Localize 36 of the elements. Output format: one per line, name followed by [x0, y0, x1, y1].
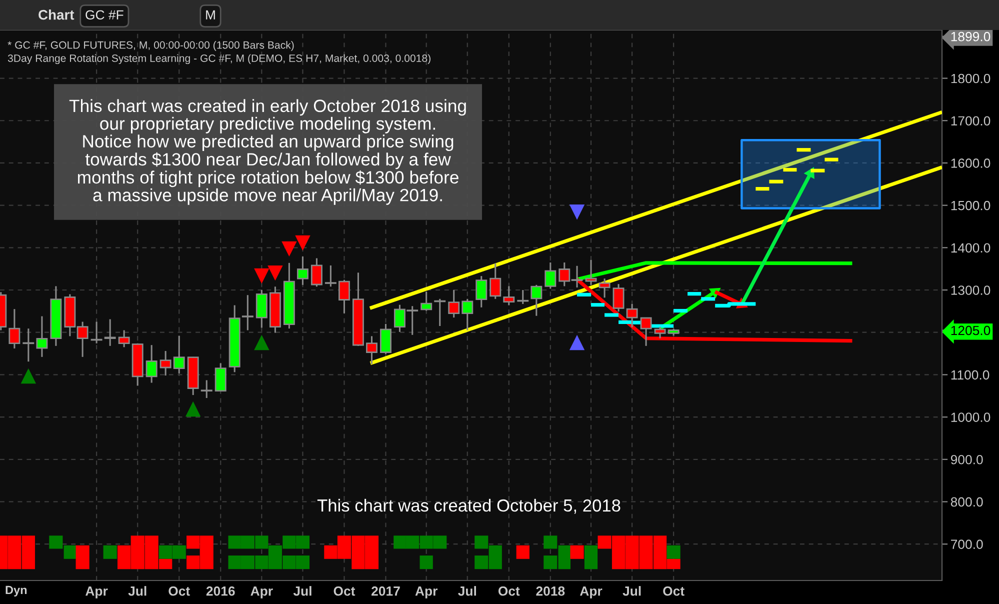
annotation: This chart was created October 5, 2018: [317, 498, 620, 514]
x-tick-label: Apr: [86, 586, 108, 598]
x-tick-label: 2017: [372, 586, 400, 596]
text: M: [206, 10, 215, 20]
x-tick-label: Oct: [334, 586, 356, 596]
text: GC #F: [86, 10, 124, 20]
x-tick-label: 2016: [206, 586, 235, 596]
y-tick-label: 1700.0: [951, 116, 990, 126]
text: Chart: [38, 10, 74, 20]
x-tick-label: Oct: [498, 586, 520, 596]
x-tick-label: Jul: [128, 586, 146, 596]
y-tick-label: 1100.0: [951, 370, 990, 380]
y-tick-label: 900.0: [950, 454, 983, 464]
y-tick-label: 1500.0: [951, 200, 990, 210]
text: 3Day Range Rotation System Learning - GC #F, M (DEMO, ES H7, Market, 0.003, 0.0018): [8, 54, 430, 64]
y-tick-label: 1205.0: [951, 326, 990, 336]
x-tick-label: Jul: [293, 586, 312, 596]
x-tick-label: Oct: [663, 586, 684, 596]
x-tick-label: Apr: [580, 586, 602, 598]
y-tick-label: 1899.0: [951, 32, 990, 42]
y-tick-label: 800.0: [950, 497, 983, 507]
annotation: This chart was created in early October 2018 using our proprietary predictive modeling system. Notice how we predicted an upward price swing towards $1300 near Dec/Jan followed by a few months of tight price rotation below $1300 before a massive upside move near April/May 2019.: [69, 99, 466, 205]
y-tick-label: 700.0: [951, 540, 983, 549]
y-tick-label: 1600.0: [951, 158, 990, 168]
x-tick-label: Apr: [415, 586, 438, 598]
text: Dyn: [6, 586, 27, 597]
text: * GC #F, GOLD FUTURES, M, 00:00-00:00 (1500 Bars Back): [8, 41, 294, 51]
x-tick-label: Apr: [250, 586, 273, 598]
y-tick-label: 1400.0: [951, 243, 990, 253]
x-tick-label: 2018: [536, 586, 565, 596]
x-tick-label: Jul: [622, 586, 641, 596]
x-tick-label: Oct: [168, 586, 190, 596]
x-tick-label: Jul: [458, 586, 476, 596]
y-tick-label: 1000.0: [951, 412, 990, 422]
y-tick-label: 1300.0: [951, 286, 990, 295]
y-tick-label: 1800.0: [951, 74, 990, 84]
